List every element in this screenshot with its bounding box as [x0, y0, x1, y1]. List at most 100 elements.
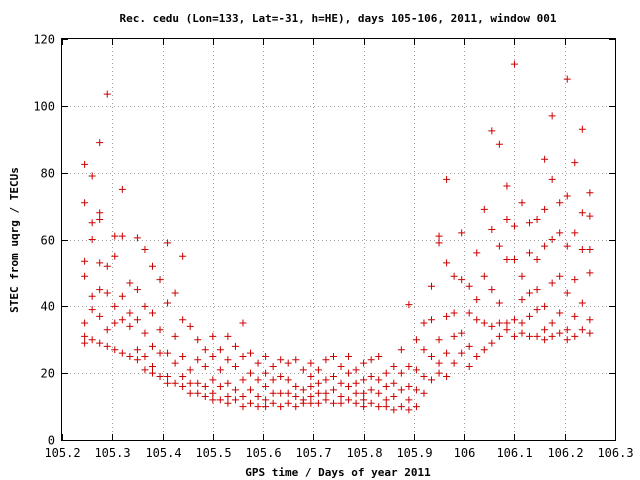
- data-point: [81, 339, 89, 347]
- data-point: [503, 326, 511, 334]
- axis-ticks: 105.2 105.3 105.4 105.5 105.6 105.7 105.8 105.9…: [33, 33, 633, 461]
- data-point: [231, 386, 239, 394]
- data-point: [322, 389, 330, 397]
- data-point: [179, 252, 187, 260]
- data-point: [164, 373, 172, 381]
- data-point: [224, 393, 232, 401]
- data-point: [269, 376, 277, 384]
- data-point: [148, 342, 156, 350]
- data-point: [405, 406, 413, 414]
- data-point: [126, 322, 134, 330]
- x-axis-label: GPS time / Days of year 2011: [245, 466, 431, 479]
- data-point: [586, 316, 594, 324]
- data-point: [428, 376, 436, 384]
- data-point: [510, 332, 518, 340]
- data-point: [111, 319, 119, 327]
- data-point: [390, 379, 398, 387]
- data-point: [81, 199, 89, 207]
- data-point: [541, 205, 549, 213]
- data-point: [526, 332, 534, 340]
- data-point: [541, 326, 549, 334]
- data-point: [194, 356, 202, 364]
- data-point: [405, 362, 413, 370]
- data-point: [103, 326, 111, 334]
- x-tick-label: 105.5: [195, 446, 231, 460]
- data-point: [345, 396, 353, 404]
- data-point: [503, 256, 511, 264]
- data-point: [307, 373, 315, 381]
- data-point: [262, 352, 270, 360]
- data-point: [412, 386, 420, 394]
- data-point: [480, 205, 488, 213]
- data-point: [526, 289, 534, 297]
- data-point: [141, 352, 149, 360]
- data-point: [118, 292, 126, 300]
- data-point: [420, 319, 428, 327]
- data-point: [96, 139, 104, 147]
- data-point: [231, 342, 239, 350]
- data-point: [390, 393, 398, 401]
- data-point: [473, 352, 481, 360]
- data-point: [231, 396, 239, 404]
- data-point: [186, 389, 194, 397]
- data-point: [458, 329, 466, 337]
- data-point: [465, 362, 473, 370]
- data-point: [541, 242, 549, 250]
- data-point: [556, 199, 564, 207]
- data-point: [450, 309, 458, 317]
- data-point: [103, 342, 111, 350]
- data-point: [254, 393, 262, 401]
- y-tick-label: 120: [33, 33, 55, 47]
- data-point: [81, 319, 89, 327]
- data-point: [518, 296, 526, 304]
- data-point: [133, 346, 141, 354]
- data-point: [586, 212, 594, 220]
- x-tick-label: 106.1: [496, 446, 532, 460]
- data-point: [382, 396, 390, 404]
- y-axis-label: STEC from uqrg / TECUs: [8, 167, 21, 313]
- data-point: [458, 276, 466, 284]
- data-point: [254, 359, 262, 367]
- x-tick-label: 106: [454, 446, 476, 460]
- data-point: [299, 399, 307, 407]
- data-point: [443, 175, 451, 183]
- data-point: [382, 383, 390, 391]
- data-point: [88, 292, 96, 300]
- data-point: [495, 299, 503, 307]
- data-point: [571, 312, 579, 320]
- data-point: [443, 312, 451, 320]
- data-point: [314, 389, 322, 397]
- data-point: [141, 246, 149, 254]
- data-point: [103, 90, 111, 98]
- data-point: [563, 242, 571, 250]
- data-points: [81, 60, 594, 414]
- data-point: [345, 352, 353, 360]
- data-point: [269, 399, 277, 407]
- data-point: [578, 299, 586, 307]
- data-point: [133, 234, 141, 242]
- data-point: [405, 301, 413, 309]
- data-point: [503, 215, 511, 223]
- data-point: [277, 389, 285, 397]
- y-tick-label: 100: [33, 100, 55, 114]
- data-point: [201, 383, 209, 391]
- data-point: [239, 403, 247, 411]
- data-point: [397, 386, 405, 394]
- data-point: [526, 249, 534, 257]
- data-point: [148, 369, 156, 377]
- data-point: [126, 352, 134, 360]
- data-point: [556, 309, 564, 317]
- data-point: [518, 199, 526, 207]
- data-point: [284, 359, 292, 367]
- data-point: [118, 316, 126, 324]
- data-point: [111, 302, 119, 310]
- data-point: [510, 316, 518, 324]
- data-point: [428, 352, 436, 360]
- data-point: [458, 229, 466, 237]
- data-point: [563, 336, 571, 344]
- data-point: [586, 269, 594, 277]
- data-point: [533, 332, 541, 340]
- data-point: [367, 373, 375, 381]
- data-point: [179, 373, 187, 381]
- data-point: [533, 256, 541, 264]
